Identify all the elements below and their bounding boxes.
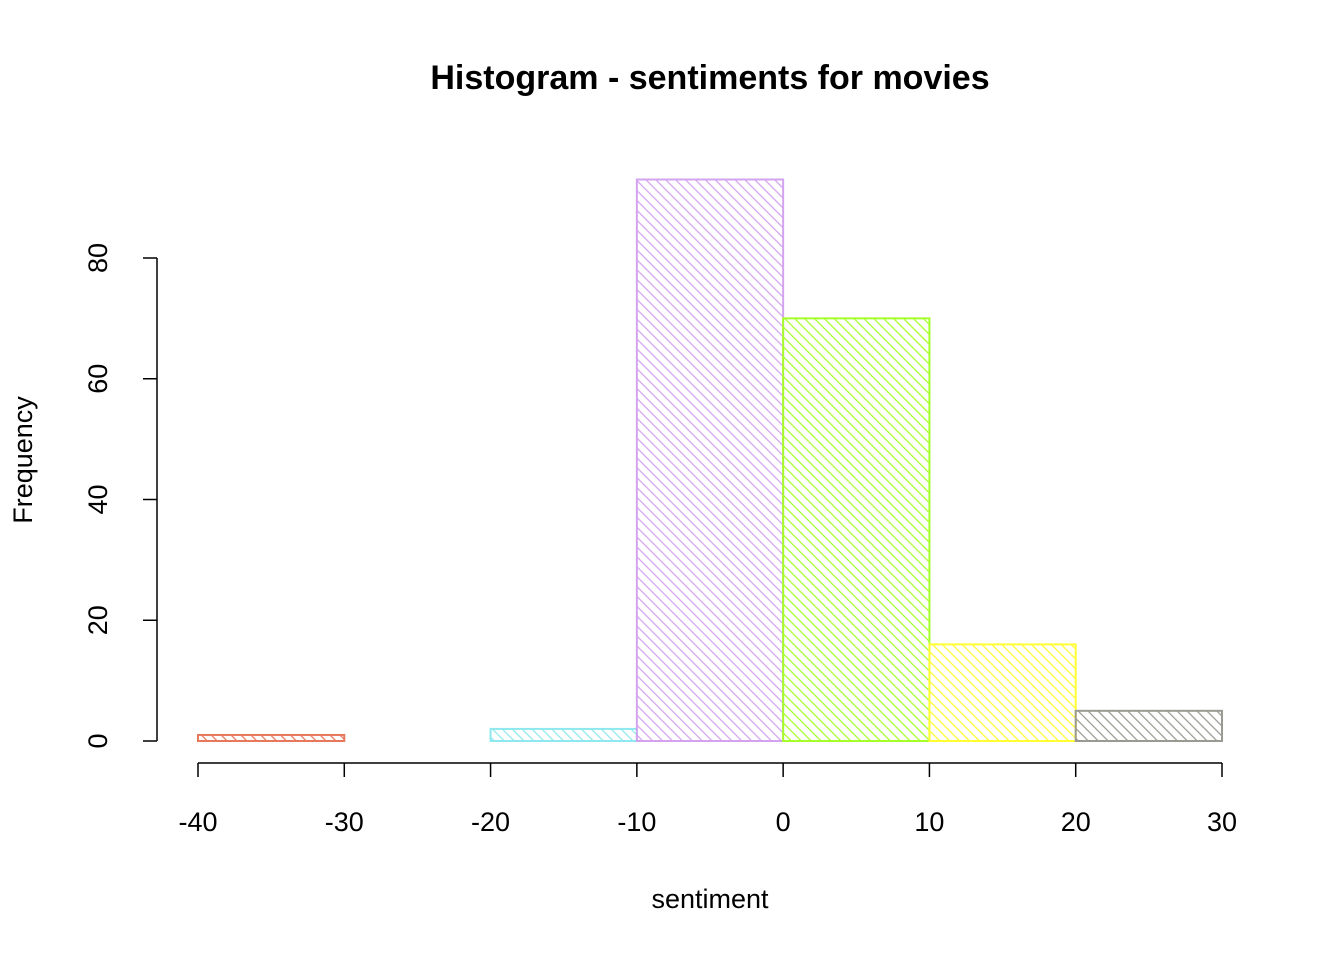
- x-tick-label: -20: [471, 807, 510, 837]
- bar: [1074, 709, 1223, 742]
- chart-title: Histogram - sentiments for movies: [430, 59, 989, 97]
- x-tick-label: 30: [1207, 807, 1237, 837]
- bar: [635, 178, 785, 742]
- x-tick-label: 0: [776, 807, 791, 837]
- x-tick-label: -10: [617, 807, 656, 837]
- x-axis-label: sentiment: [651, 884, 769, 914]
- y-tick-label: 60: [83, 364, 113, 394]
- x-tick-label: 20: [1061, 807, 1091, 837]
- bar: [489, 727, 638, 743]
- x-tick-label: 10: [914, 807, 944, 837]
- x-tick-label: -30: [325, 807, 364, 837]
- y-tick-label: 20: [83, 605, 113, 635]
- y-tick-label: 80: [83, 243, 113, 273]
- y-tick-label: 40: [83, 484, 113, 514]
- bar: [928, 643, 1077, 742]
- bar: [782, 317, 931, 742]
- y-axis-label: Frequency: [8, 396, 38, 524]
- bar: [197, 733, 346, 742]
- x-tick-label: -40: [178, 807, 217, 837]
- y-tick-label: 0: [83, 733, 113, 748]
